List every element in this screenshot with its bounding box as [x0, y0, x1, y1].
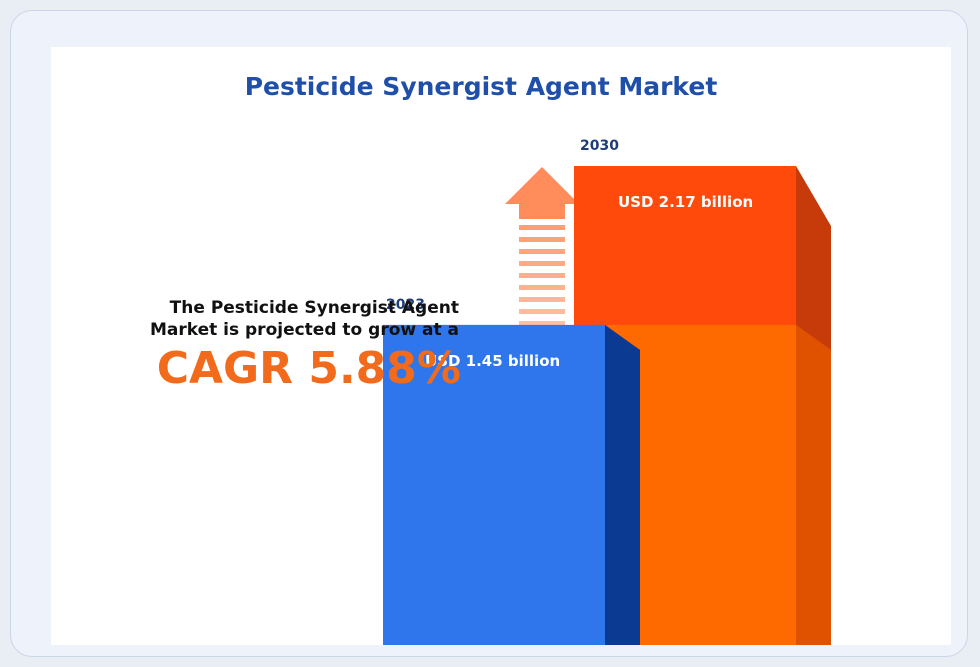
description-line-1: The Pesticide Synergist Agent: [169, 298, 459, 318]
description-line-2: Market is projected to grow at a: [149, 320, 459, 340]
chart-panel: Pesticide Synergist Agent Market 2023 20…: [51, 47, 951, 645]
growth-description: The Pesticide Synergist Agent Market is …: [91, 297, 459, 341]
cagr-value: CAGR 5.88%: [156, 343, 461, 394]
value-label-2023: USD 1.45 billion: [425, 351, 561, 370]
year-label-2030: 2030: [580, 138, 619, 154]
arrow-stripe: [519, 321, 565, 326]
bar-2030-front-side: [796, 324, 831, 645]
value-label-2030: USD 2.17 billion: [618, 193, 754, 211]
arrow-head: [505, 167, 579, 204]
arrow-stripe: [519, 273, 565, 278]
bar-2023-front: [383, 324, 605, 645]
arrow-stripe: [519, 249, 565, 254]
infographic-card: Pesticide Synergist Agent Market 2023 20…: [10, 10, 968, 657]
arrow-stripe: [519, 237, 565, 242]
arrow-stripe: [519, 225, 565, 230]
chart-title: Pesticide Synergist Agent Market: [244, 72, 718, 101]
bar-chart: [383, 166, 831, 645]
arrow-shaft-top: [519, 203, 565, 219]
arrow-stripe: [519, 261, 565, 266]
bar-side-2023-front: [605, 324, 640, 645]
arrow-stripe: [519, 297, 565, 302]
arrow-stripe: [519, 285, 565, 290]
year-label-2023: 2023: [386, 296, 425, 313]
arrow-stripe: [519, 309, 565, 314]
bars: [383, 166, 831, 645]
